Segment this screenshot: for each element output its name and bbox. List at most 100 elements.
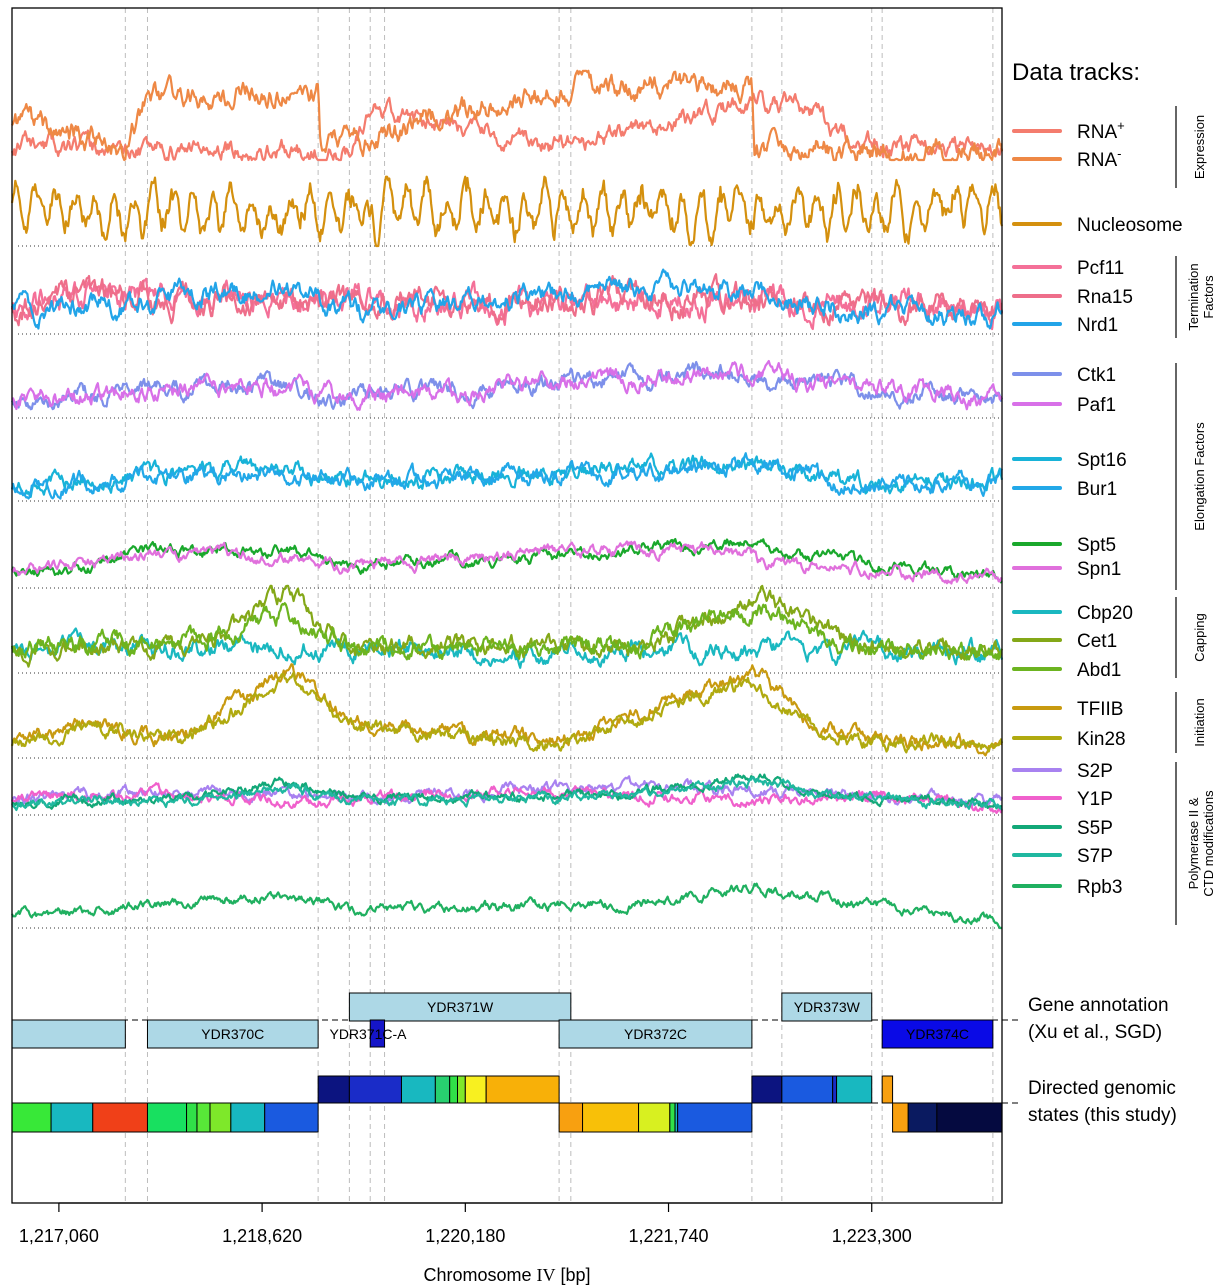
gene-label: YDR374C <box>906 1026 969 1042</box>
gene-box <box>558 1019 753 1049</box>
legend-label: RNA+ <box>1077 118 1125 143</box>
gene-and-state-annotation: YDR370C YDR371W YDR371C-A YDR372C YDR373W YDR… <box>11 992 1020 1133</box>
annotation-label: Directed genomic <box>1028 1078 1176 1099</box>
gene-box <box>348 992 572 1022</box>
annotation-labels: Gene annotation (Xu et al., SGD) Directed … <box>1028 995 1177 1126</box>
legend-label: S7P <box>1077 846 1113 867</box>
group-label: Expression <box>1192 115 1207 179</box>
state-block-minus <box>230 1102 266 1133</box>
annotation-label: Gene annotation <box>1028 995 1169 1016</box>
series-line-abd1 <box>10 602 1003 661</box>
legend-label: RNA- <box>1077 146 1121 171</box>
series-line-rna <box>11 69 1004 162</box>
series-line-cet1 <box>11 584 1004 668</box>
x-tick-label: 1,221,740 <box>628 1226 708 1246</box>
legend-groups: Expression TerminationFactors Elongation F… <box>1175 106 1216 925</box>
gene-label: YDR371W <box>427 999 494 1015</box>
series-line-spt16 <box>11 452 1004 498</box>
state-block-plus <box>434 1075 451 1104</box>
x-tick-label: 1,223,300 <box>832 1226 912 1246</box>
state-block-plus <box>348 1075 402 1104</box>
legend-label: TFIIB <box>1077 699 1123 720</box>
state-block-plus <box>317 1075 350 1104</box>
legend-label: Cet1 <box>1077 631 1117 652</box>
legend-label: Paf1 <box>1077 395 1116 416</box>
state-block-plus <box>449 1075 458 1104</box>
series-line-paf1 <box>11 359 1003 411</box>
gene-label: YDR372C <box>624 1026 687 1042</box>
x-axis: 1,217,060 1,218,620 1,220,180 1,221,740 1,22… <box>19 1202 912 1246</box>
state-block-plus <box>400 1075 436 1104</box>
legend-title: Data tracks: <box>1012 59 1140 86</box>
state-block-plus <box>485 1075 560 1104</box>
state-block-minus <box>146 1102 188 1133</box>
legend-label: Ctk1 <box>1077 365 1116 386</box>
legend-label: Y1P <box>1077 789 1113 810</box>
gene-box <box>881 1019 994 1049</box>
legend-label: Cbp20 <box>1077 603 1133 624</box>
state-block-minus <box>92 1102 148 1133</box>
series-line-kin28 <box>10 671 1004 754</box>
state-block-minus <box>50 1102 94 1133</box>
annotation-label: (Xu et al., SGD) <box>1028 1022 1162 1043</box>
track-baselines <box>18 245 1000 929</box>
state-block-plus <box>836 1075 873 1104</box>
state-block-minus <box>186 1102 198 1133</box>
series-line-nrd1 <box>11 268 1004 330</box>
state-block-minus <box>196 1102 211 1133</box>
state-block-minus <box>892 1102 909 1133</box>
series-line-spn1 <box>11 540 1003 585</box>
legend-label: Spt5 <box>1077 535 1116 556</box>
series-line-rna <box>10 89 1003 162</box>
gene-box <box>146 1019 319 1049</box>
group-label: Capping <box>1192 613 1207 661</box>
annotation-label: states (this study) <box>1028 1105 1177 1126</box>
state-block-minus <box>638 1102 671 1133</box>
series-line-ctk1 <box>10 360 1004 411</box>
x-tick-label: 1,218,620 <box>222 1226 302 1246</box>
state-block-minus <box>677 1102 753 1133</box>
group-label: TerminationFactors <box>1186 263 1216 330</box>
gene-box <box>781 992 873 1022</box>
legend-label: Pcf11 <box>1077 258 1124 279</box>
x-axis-label: Chromosome IV [bp] <box>423 1265 590 1285</box>
state-block-minus <box>558 1102 584 1133</box>
gene-label: YDR371C-A <box>329 1026 407 1042</box>
state-block-minus <box>209 1102 232 1133</box>
state-block-minus <box>936 1102 1003 1133</box>
state-block-minus <box>264 1102 319 1133</box>
legend-label: Rna15 <box>1077 287 1133 308</box>
gene-label: YDR373W <box>794 999 861 1015</box>
state-block-plus <box>832 1075 838 1104</box>
legend-label: Bur1 <box>1077 479 1117 500</box>
legend-label: Rpb3 <box>1077 877 1122 898</box>
series-line-nucleosome <box>10 175 1004 248</box>
state-block-plus <box>881 1075 894 1104</box>
x-tick-label: 1,217,060 <box>19 1226 99 1246</box>
state-block-minus <box>11 1102 52 1133</box>
series-line-rpb3 <box>11 882 1003 930</box>
x-tick-label: 1,220,180 <box>425 1226 505 1246</box>
state-block-minus <box>907 1102 938 1133</box>
series-line-s7p <box>11 776 1003 812</box>
group-label: Polymerase II &CTD modifications <box>1186 790 1216 897</box>
state-block-minus <box>669 1102 676 1133</box>
legend-label: Nucleosome <box>1077 215 1183 236</box>
series-line-bur1 <box>10 452 1003 500</box>
group-label: Elongation Factors <box>1192 422 1207 531</box>
series-line-spt5 <box>11 538 1003 584</box>
data-traces <box>10 69 1004 930</box>
legend-label: S5P <box>1077 818 1113 839</box>
gene-label: YDR370C <box>201 1026 264 1042</box>
series-line-cbp20 <box>10 627 1004 669</box>
series-line-rna15 <box>10 273 1004 327</box>
legend-label: Spt16 <box>1077 450 1127 471</box>
gene-box <box>11 1019 126 1049</box>
legend-label: S2P <box>1077 761 1113 782</box>
state-block-minus <box>582 1102 640 1133</box>
state-block-plus <box>464 1075 487 1104</box>
legend-label: Abd1 <box>1077 660 1121 681</box>
legend-label: Nrd1 <box>1077 315 1118 336</box>
state-block-plus <box>781 1075 834 1104</box>
